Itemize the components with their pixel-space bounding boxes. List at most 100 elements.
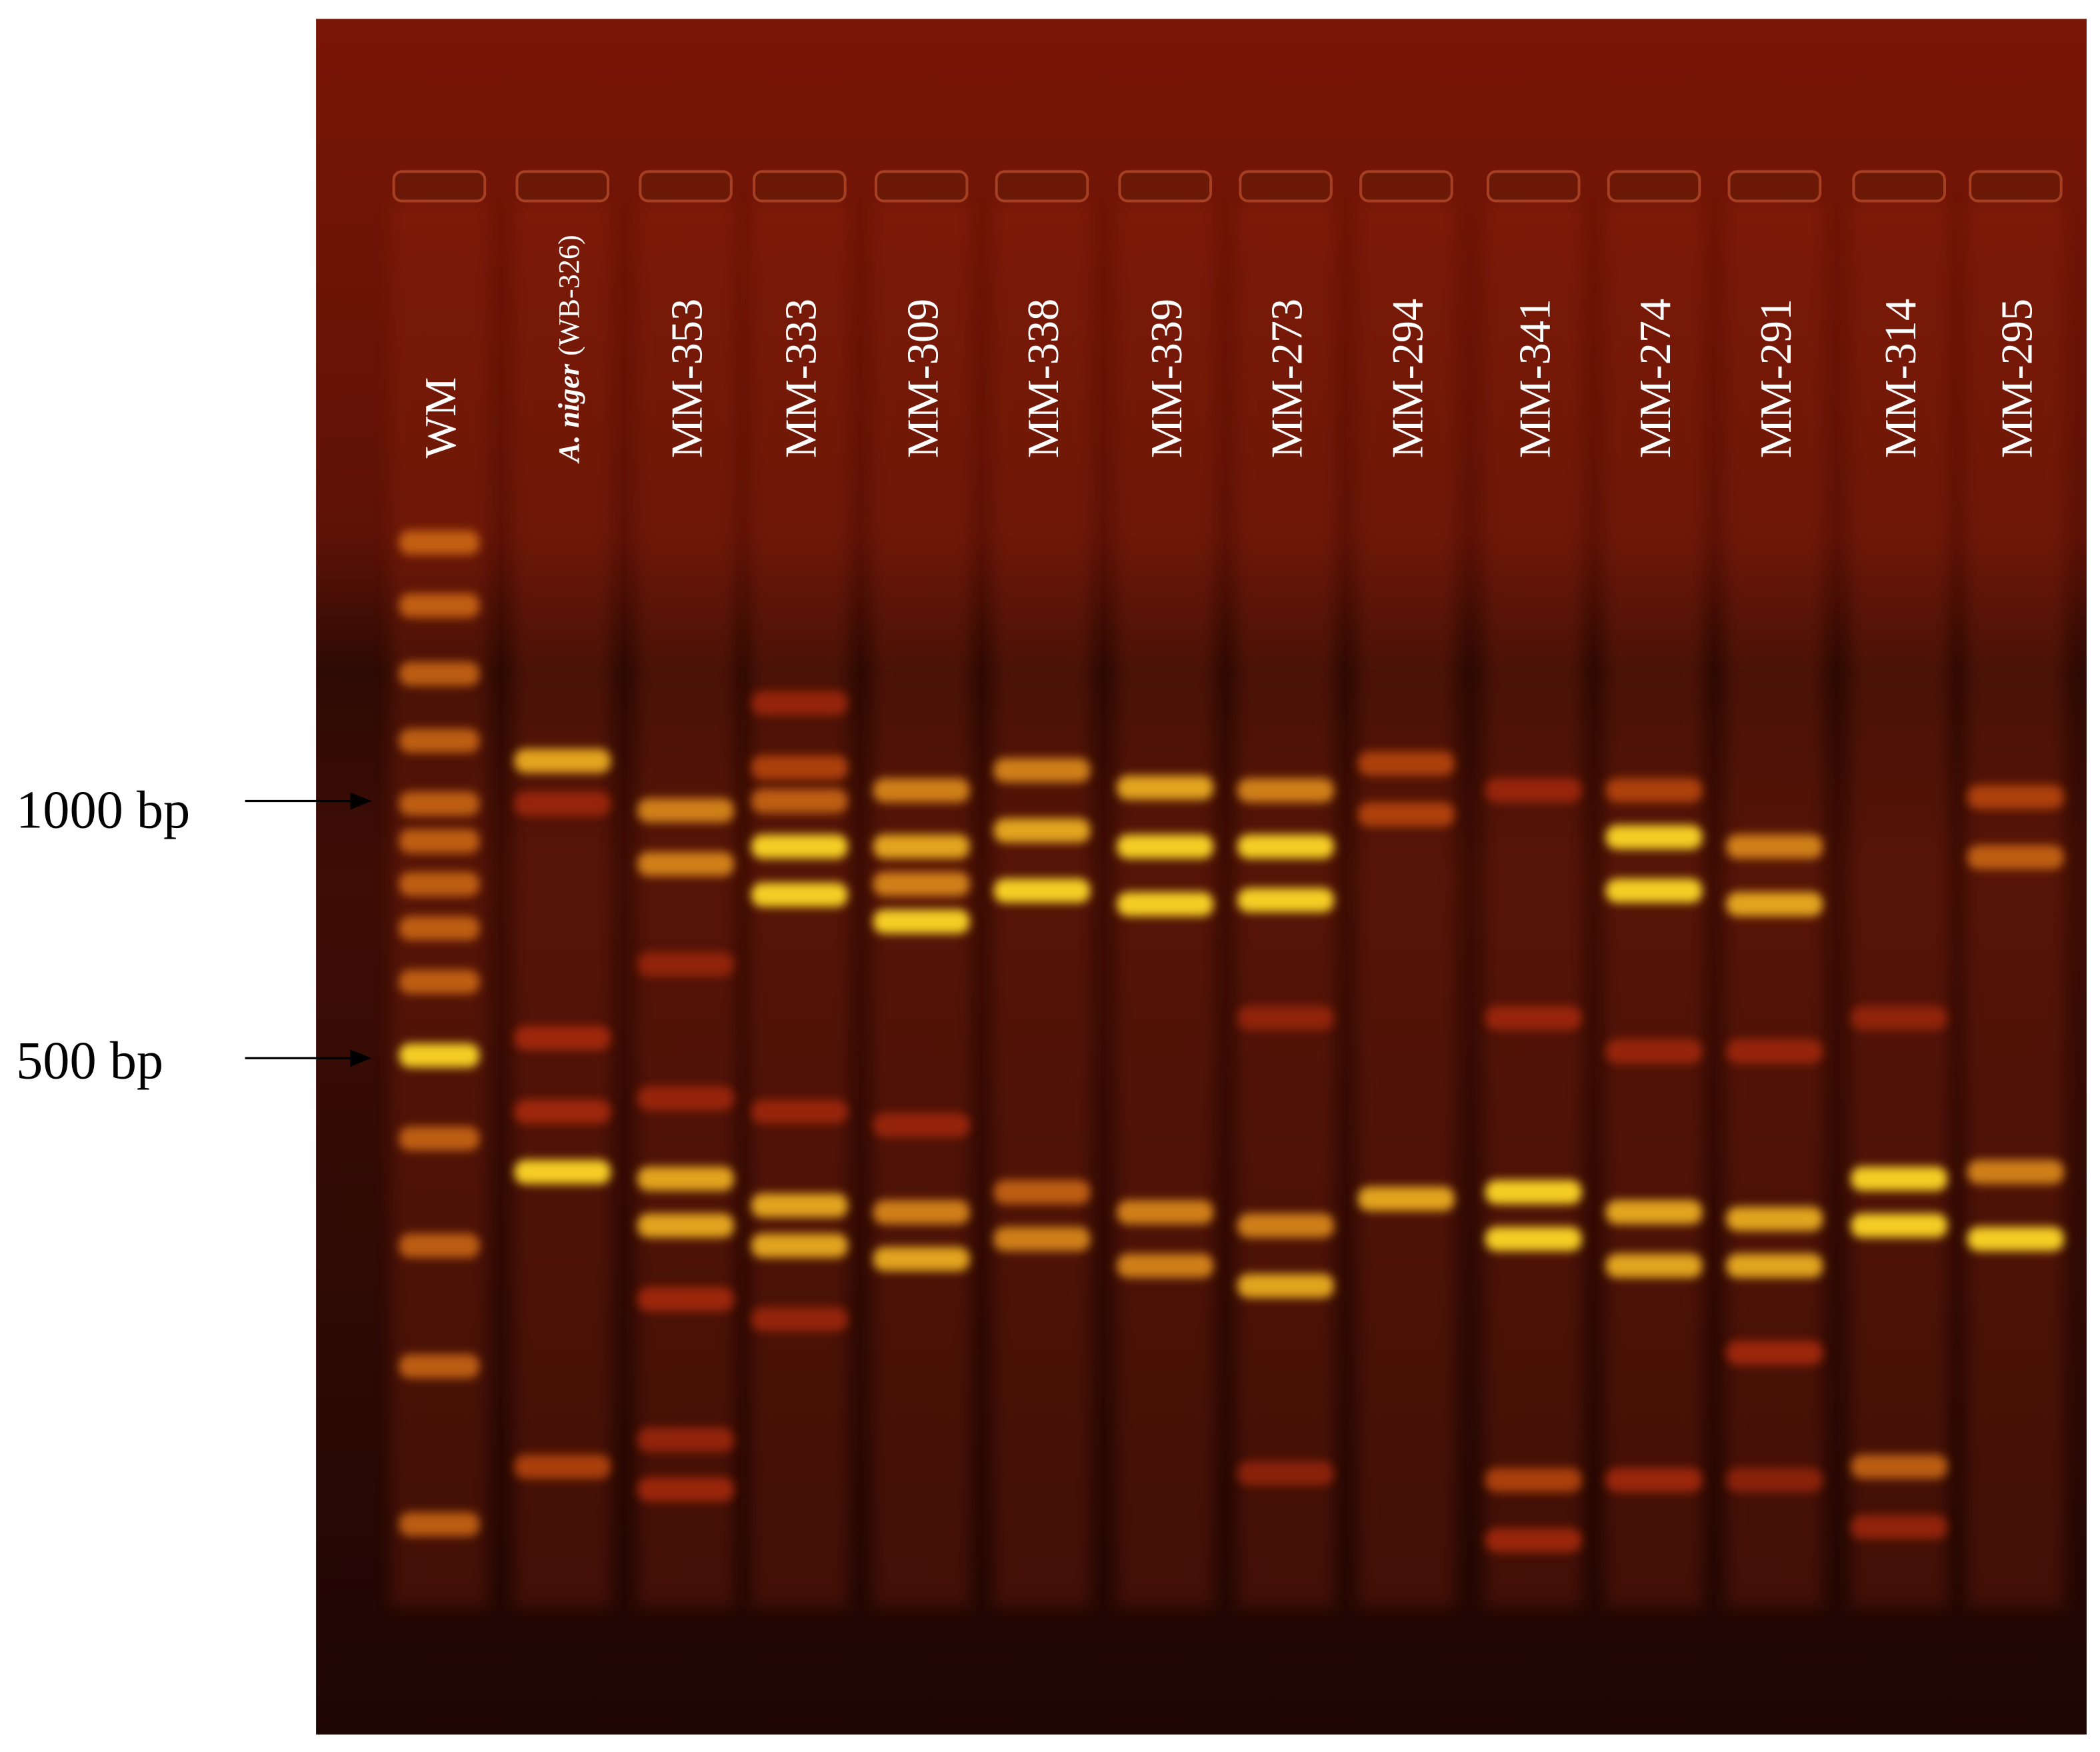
band <box>637 1086 734 1111</box>
band <box>873 778 970 803</box>
band <box>1851 1454 1947 1479</box>
band <box>1605 879 1703 903</box>
band <box>1605 1200 1703 1225</box>
band <box>514 1026 611 1051</box>
band <box>399 969 480 994</box>
well <box>1607 170 1701 203</box>
well <box>392 170 487 203</box>
band <box>751 691 848 715</box>
band <box>1485 1005 1582 1031</box>
band <box>1485 1467 1582 1493</box>
well <box>874 170 969 203</box>
band <box>1726 1207 1823 1231</box>
lane-label: MM-309 <box>899 299 947 458</box>
lane-label: MM-339 <box>1143 299 1191 458</box>
band <box>1117 1253 1214 1278</box>
lane-label: MM-353 <box>663 299 712 458</box>
band <box>637 851 734 876</box>
band <box>1726 1253 1823 1278</box>
band <box>1358 802 1455 827</box>
lane-smear <box>637 201 734 1607</box>
band <box>1237 1273 1334 1298</box>
band <box>637 1166 734 1191</box>
lane-label: MM-295 <box>1993 299 2042 458</box>
marker-label: 1000 bp <box>16 781 190 840</box>
band <box>514 791 611 816</box>
band <box>751 883 848 907</box>
lane-smear <box>873 201 970 1607</box>
band <box>1605 1467 1703 1493</box>
band <box>399 729 480 753</box>
lane-label: MM-294 <box>1383 299 1432 458</box>
well <box>1969 170 2063 203</box>
band <box>399 1043 480 1068</box>
band <box>637 1213 734 1238</box>
band <box>1237 888 1334 913</box>
band <box>1726 1467 1823 1493</box>
band <box>1117 892 1214 917</box>
band <box>873 1247 970 1271</box>
lane-label: MM-333 <box>777 299 825 458</box>
band <box>399 1126 480 1151</box>
band <box>637 1427 734 1452</box>
band <box>1237 1213 1334 1238</box>
band <box>1358 1187 1455 1211</box>
band <box>1967 1227 2064 1251</box>
lane-labels: WM A. niger (WB-326) MM-353 MM-333 MM-309 MM-3… <box>417 235 2042 464</box>
band <box>514 749 611 773</box>
lane-label-text: (WB-326) <box>553 235 585 356</box>
band <box>399 871 480 897</box>
well <box>1118 170 1213 203</box>
band <box>1605 778 1703 803</box>
well <box>1486 170 1581 203</box>
band <box>1237 1461 1334 1486</box>
lane-label: A. niger (WB-326) <box>553 235 585 464</box>
lane-smear <box>1358 201 1455 1607</box>
well <box>753 170 847 203</box>
band <box>1726 1341 1823 1365</box>
band <box>1851 1213 1947 1238</box>
lanes <box>391 170 2064 1607</box>
band <box>399 530 480 555</box>
band <box>993 818 1091 843</box>
band <box>1485 1180 1582 1205</box>
lane-label: MM-341 <box>1511 299 1559 458</box>
well <box>515 170 610 203</box>
band <box>873 1113 970 1137</box>
band <box>751 834 848 859</box>
band <box>1967 1159 2064 1185</box>
lane-smear <box>1851 201 1947 1607</box>
band <box>1726 834 1823 859</box>
band <box>399 661 480 686</box>
bands <box>399 530 2064 1553</box>
band <box>1851 1166 1947 1191</box>
band <box>993 1227 1091 1251</box>
well <box>639 170 733 203</box>
band <box>1117 775 1214 800</box>
band <box>993 879 1091 903</box>
band <box>1485 1227 1582 1251</box>
lane-label: MM-273 <box>1263 299 1312 458</box>
well <box>995 170 1089 203</box>
lane-smear <box>1967 201 2064 1607</box>
band <box>993 758 1091 783</box>
well <box>1852 170 1946 203</box>
band <box>751 1193 848 1218</box>
lane-label-italic: A. niger <box>553 363 585 464</box>
band <box>873 834 970 859</box>
band <box>637 798 734 823</box>
band <box>1851 1515 1947 1539</box>
lane-smear <box>1605 201 1703 1607</box>
band <box>873 871 970 897</box>
band <box>399 593 480 618</box>
lane-label: MM-338 <box>1019 299 1068 458</box>
band <box>1485 1528 1582 1553</box>
band <box>1605 1039 1703 1064</box>
band <box>1851 1005 1947 1031</box>
band <box>399 1512 480 1537</box>
band <box>1726 892 1823 917</box>
band <box>1605 1253 1703 1278</box>
lane-label: MM-314 <box>1877 299 1925 458</box>
band <box>751 755 848 780</box>
